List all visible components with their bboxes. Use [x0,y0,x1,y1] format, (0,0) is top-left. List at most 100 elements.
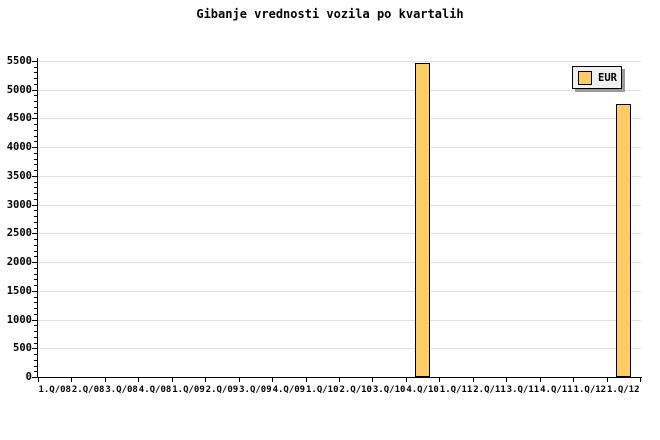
x-axis-label: 1.Q/11 [439,385,473,395]
x-axis-label: 4.Q/09 [272,385,306,395]
y-minor-tick [34,95,37,97]
y-minor-tick [34,112,37,114]
y-minor-tick [34,158,37,160]
y-axis-label: 3500 [6,169,32,182]
y-minor-tick [34,124,37,126]
y-minor-tick [34,135,37,137]
y-minor-tick [34,193,37,195]
x-axis-label: 4.Q/08 [138,385,172,395]
y-minor-tick [34,129,37,131]
y-axis-label: 4000 [6,141,32,154]
y-axis-label: 5000 [6,83,32,96]
y-minor-tick [34,221,37,223]
y-minor-tick [34,66,37,68]
y-minor-tick [34,371,37,373]
y-minor-tick [34,152,37,154]
x-axis-label: 2.Q/08 [71,385,105,395]
y-major-tick [32,204,37,206]
y-axis-label: 4500 [6,112,32,125]
gridline [38,147,641,149]
y-major-tick [32,348,37,350]
y-major-tick [32,147,37,149]
x-tick [205,378,207,382]
y-minor-tick [34,250,37,252]
x-tick [573,378,575,382]
x-tick [71,378,73,382]
x-axis-label: 1.Q/09 [172,385,205,395]
y-major-tick [32,262,37,264]
y-minor-tick [34,336,37,338]
x-tick [640,378,641,382]
gridline [38,89,641,91]
gridline [38,175,641,177]
x-tick [372,378,374,382]
x-tick [506,378,508,382]
y-minor-tick [34,164,37,166]
y-axis-label: 1000 [6,313,32,326]
y-axis-label: 500 [13,342,32,355]
y-axis-label: 5500 [6,55,32,67]
y-minor-tick [34,72,37,74]
x-axis-label: 1.Q/12 [607,385,640,395]
x-tick [305,378,307,382]
y-minor-tick [34,101,37,103]
gridline [38,61,641,62]
x-axis-label: 3.Q/11 [506,385,540,395]
y-axis-line [37,58,38,378]
gridline [38,118,641,120]
x-tick [439,378,441,382]
y-minor-tick [34,359,37,361]
x-axis-line [37,377,642,378]
y-minor-tick [34,302,37,304]
y-minor-tick [34,83,37,85]
x-axis-label: 1.Q/12 [573,385,607,395]
y-minor-tick [34,256,37,258]
y-axis-label: 1500 [6,284,32,297]
gridline [38,233,641,235]
y-minor-tick [34,187,37,189]
y-minor-tick [34,216,37,218]
bar [415,63,431,377]
gridline [38,262,641,264]
y-minor-tick [34,227,37,229]
x-tick [38,378,39,382]
x-tick [339,378,340,382]
y-minor-tick [34,244,37,246]
y-minor-tick [34,198,37,200]
x-axis-label: 2.Q/11 [473,385,506,395]
x-axis-label: 3.Q/09 [239,385,272,395]
y-minor-tick [34,331,37,333]
y-minor-tick [34,296,37,298]
y-minor-tick [34,325,37,327]
x-axis-label: 2.Q/09 [205,385,239,395]
y-minor-tick [34,342,37,344]
y-minor-tick [34,308,37,310]
y-major-tick [32,89,37,91]
x-axis-label: 1.Q/10 [306,385,339,395]
y-minor-tick [34,285,37,287]
legend-swatch-icon [578,70,592,85]
y-minor-tick [34,78,37,80]
y-major-tick [32,118,37,120]
x-axis-label: 2.Q/10 [339,385,372,395]
y-minor-tick [34,170,37,172]
x-tick [539,378,541,382]
y-major-tick [32,61,37,62]
x-tick [171,378,173,382]
y-major-tick [32,233,37,235]
y-minor-tick [34,239,37,241]
y-major-tick [32,319,37,321]
x-tick [472,378,474,382]
x-axis-label: 4.Q/11 [540,385,573,395]
gridline [38,204,641,206]
y-major-tick [32,175,37,177]
y-major-tick [32,290,37,292]
chart-title: Gibanje vrednosti vozila po kvartalih [196,7,464,21]
y-minor-tick [34,279,37,281]
x-tick [272,378,274,382]
y-major-tick [32,377,37,378]
x-tick [104,378,106,382]
x-tick [405,378,407,382]
y-minor-tick [34,365,37,367]
